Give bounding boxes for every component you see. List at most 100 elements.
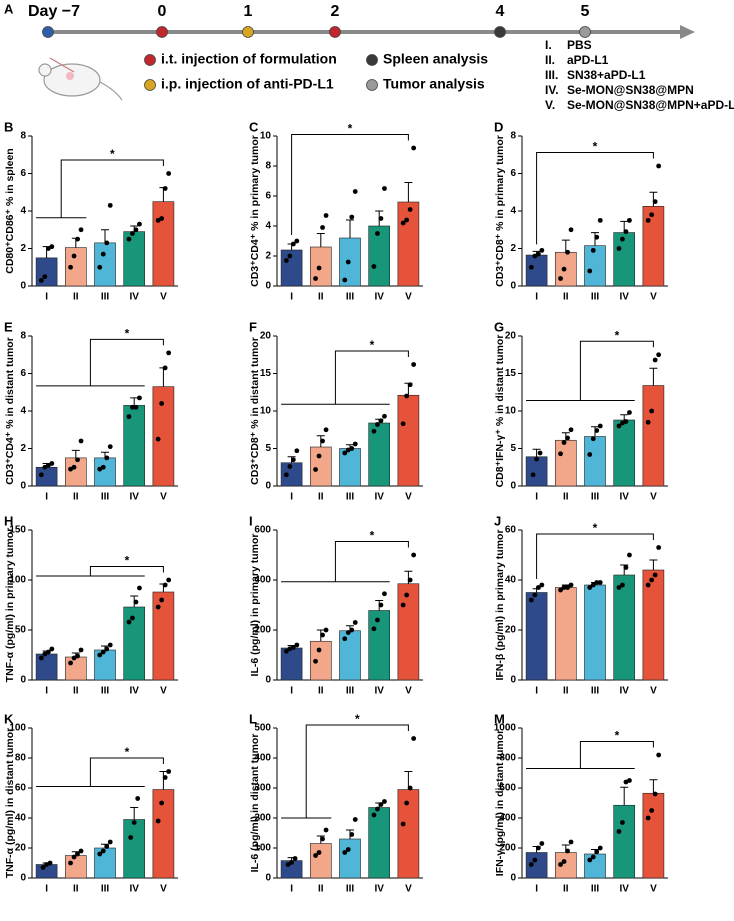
- sig-label: *: [593, 140, 598, 154]
- data-point: [352, 817, 358, 822]
- data-point: [128, 835, 134, 840]
- data-point: [597, 845, 603, 851]
- legend-label: Tumor analysis: [383, 76, 485, 92]
- data-point: [97, 652, 103, 658]
- bar: [123, 819, 146, 879]
- data-point: [320, 836, 325, 842]
- x-tick-label: V: [160, 884, 167, 895]
- data-point: [159, 800, 165, 806]
- data-point: [155, 436, 161, 442]
- bar-chart: M IFN-γ (pg/ml) in distant tumor 0 200 400 60…: [494, 711, 668, 895]
- data-point: [71, 253, 77, 259]
- error-bar: [532, 448, 541, 457]
- y-tick-label: 2: [510, 243, 516, 254]
- y-tick-label: 8: [20, 331, 26, 342]
- data-point: [349, 214, 355, 220]
- data-point: [345, 259, 351, 265]
- y-tick-label: 0: [20, 873, 26, 884]
- x-tick-label: II: [563, 292, 569, 303]
- y-tick-label: 800: [499, 753, 516, 764]
- data-point: [597, 423, 603, 429]
- data-point: [71, 655, 77, 661]
- data-point: [558, 862, 563, 867]
- data-point: [100, 464, 106, 470]
- data-point: [71, 854, 77, 860]
- data-point: [568, 427, 574, 433]
- data-point: [411, 736, 417, 741]
- data-point: [78, 227, 84, 233]
- data-point: [40, 865, 46, 870]
- data-point: [656, 163, 662, 169]
- data-point: [400, 421, 406, 427]
- data-point: [342, 277, 348, 283]
- data-point: [597, 217, 603, 223]
- data-point: [45, 649, 51, 655]
- error-bar: [591, 232, 599, 246]
- x-tick-label: I: [535, 492, 538, 503]
- x-tick-label: III: [591, 492, 600, 503]
- panel-letter: L: [249, 711, 257, 726]
- legend-label: i.p. injection of anti-PD-L1: [161, 76, 334, 92]
- data-point: [71, 464, 77, 470]
- data-point: [652, 199, 658, 205]
- data-point: [382, 413, 387, 419]
- sig-label: *: [125, 554, 130, 568]
- data-point: [378, 216, 384, 221]
- x-tick-label: II: [563, 884, 569, 895]
- x-tick-label: II: [73, 492, 79, 503]
- data-point: [133, 404, 139, 410]
- data-point: [645, 217, 651, 223]
- day-label: Day −7: [28, 3, 80, 20]
- x-tick-label: IV: [129, 884, 139, 895]
- data-point: [137, 221, 142, 227]
- data-point: [162, 365, 168, 371]
- x-tick-label: III: [346, 492, 355, 503]
- y-axis-label: TNF-α (pg/ml) in primary tumor: [4, 528, 16, 683]
- data-point: [130, 615, 135, 621]
- data-point: [313, 853, 318, 858]
- data-point: [289, 860, 294, 865]
- data-point: [375, 806, 380, 812]
- data-point: [645, 582, 651, 588]
- x-tick-label: I: [535, 686, 538, 697]
- data-point: [375, 617, 380, 623]
- data-point: [75, 236, 80, 242]
- y-tick-label: 200: [254, 813, 271, 824]
- data-point: [627, 410, 632, 415]
- bar-chart: L IL-6 (pg/ml) in distant tumor 0 100 200 300…: [249, 711, 423, 895]
- x-tick-label: III: [346, 884, 355, 895]
- data-point: [47, 860, 53, 866]
- y-tick-label: 0: [265, 281, 271, 292]
- data-point: [587, 857, 593, 863]
- data-point: [290, 645, 296, 650]
- x-tick-label: I: [290, 884, 293, 895]
- x-tick-label: III: [101, 686, 110, 697]
- bar: [584, 584, 606, 681]
- y-axis-label: CD3⁺CD8⁺ % in primary tumor: [494, 135, 506, 287]
- day-label: 1: [244, 3, 253, 20]
- data-point: [382, 186, 387, 191]
- data-point: [558, 276, 563, 281]
- data-point: [287, 464, 293, 469]
- x-tick-label: IV: [129, 292, 139, 303]
- y-tick-label: 8: [20, 131, 26, 142]
- y-tick-label: 60: [15, 783, 27, 794]
- x-tick-label: II: [563, 686, 569, 697]
- legend-dot: [366, 54, 378, 66]
- data-point: [130, 404, 135, 410]
- data-point: [616, 246, 622, 251]
- legend-dot: [144, 54, 156, 66]
- data-point: [38, 277, 44, 283]
- data-point: [159, 216, 165, 221]
- error-bar: [561, 239, 570, 253]
- data-point: [352, 189, 358, 194]
- data-point: [345, 847, 351, 852]
- sig-bracket: [89, 338, 164, 386]
- data-point: [371, 812, 377, 818]
- sig-bracket: [536, 152, 654, 245]
- data-point: [283, 258, 289, 263]
- x-tick-label: III: [591, 686, 600, 697]
